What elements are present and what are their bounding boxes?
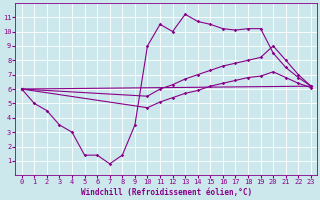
X-axis label: Windchill (Refroidissement éolien,°C): Windchill (Refroidissement éolien,°C) bbox=[81, 188, 252, 197]
